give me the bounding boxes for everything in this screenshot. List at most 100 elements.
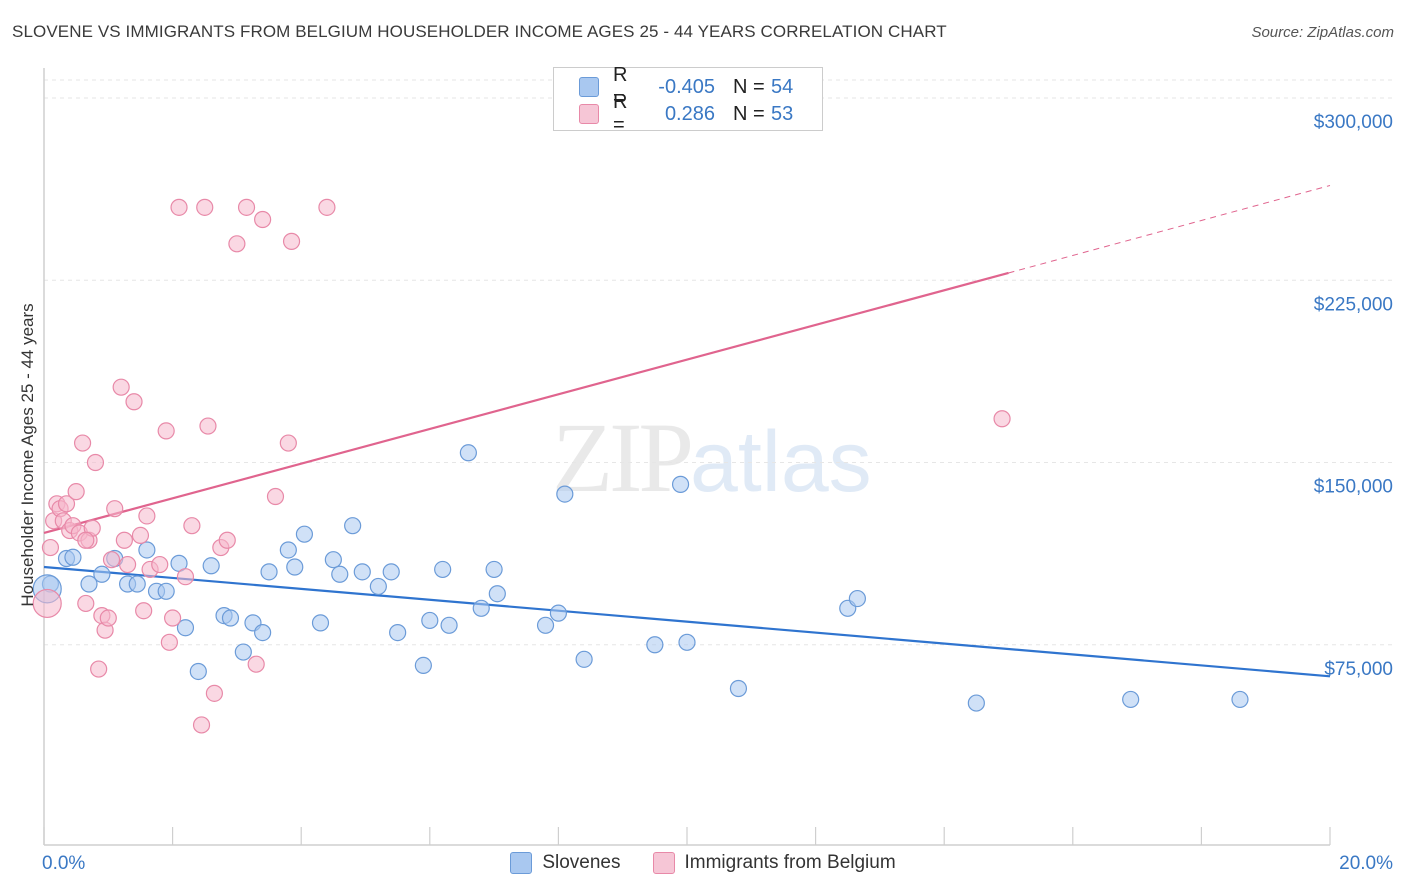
slovenes-point [440,616,458,634]
belgium-point [266,487,285,506]
axis-ticks: $75,000 $150,000 $225,000 $300,000 0.0% 20.0% [42,112,1393,874]
slovenes-point [369,577,387,596]
grid-lines [44,79,1392,646]
slovenes-point [279,541,297,559]
belgium-point [237,198,256,216]
slovenes-point [202,557,220,575]
belgium-point [170,198,188,216]
belgium-point [77,594,95,613]
belgium-point [205,684,223,702]
belgium-point [176,568,195,586]
belgium-point [279,434,297,452]
legend-r-value: -0.405 [658,75,715,98]
slovenes-point [286,558,304,576]
belgium-point [228,235,246,253]
slovenes-point [324,551,342,569]
slovenes-point [556,485,574,503]
legend-item-slovenes[interactable]: Slovenes [510,852,621,874]
belgium-point [115,531,133,549]
slovenes-point [421,611,439,630]
source-label: Source: ZipAtlas.com [1251,24,1394,41]
belgium-point [32,588,62,619]
belgium-point [138,507,156,525]
belgium-point [254,210,272,229]
belgium-point [993,410,1011,428]
legend-swatch-slovenes [510,852,533,874]
slovenes-point [295,525,314,543]
slovenes-point [472,599,490,617]
belgium-point [41,538,60,557]
correlation-legend: R = -0.405 N = 54 R = 0.286 N = 53 [553,64,823,136]
belgium-point [125,393,143,411]
belgium-point [247,655,265,673]
belgium-point [67,483,85,501]
belgium-point [77,531,95,549]
y-tick-label: $75,000 [1324,659,1393,680]
slovenes-point [485,560,503,579]
slovenes-point [729,679,748,698]
slovenes-trend-line [43,565,1331,678]
belgium-point [183,517,201,535]
legend-r-label: R = [613,91,628,136]
belgium-point [102,551,121,569]
belgium-point [118,555,137,574]
data-points [32,198,1249,734]
slovenes-point [575,650,593,668]
belgium-point [164,609,182,627]
y-tick-label: $300,000 [1314,112,1393,133]
slovenes-point [176,619,195,637]
slovenes-point [382,563,400,581]
slovenes-point [260,563,278,581]
slovenes-point [678,633,696,651]
slovenes-point [344,517,362,535]
slovenes-point [1122,690,1140,709]
belgium-point [151,555,169,574]
belgium-point [318,198,336,216]
legend-label-slovenes: Slovenes [542,852,621,873]
legend-r-value: 0.286 [664,102,715,125]
slovenes-point [459,444,477,462]
axes [43,68,1331,846]
slovenes-point [128,575,146,593]
legend-n-value: 53 [771,102,794,125]
legend-n-label: N = [733,102,765,125]
legend-r-label: R = [613,64,628,109]
y-axis-label: Householder Income Ages 25 - 44 years [18,303,37,607]
slovenes-point [64,548,82,566]
slovenes-point [848,589,866,608]
legend-n-value: 54 [771,75,794,98]
x-tick-label: 20.0% [1339,853,1393,874]
slovenes-point [157,582,175,600]
belgium-point [112,378,130,396]
series-legend: Slovenes Immigrants from Belgium [0,852,1406,874]
legend-item-belgium[interactable]: Immigrants from Belgium [652,852,896,874]
slovenes-point [967,694,985,712]
slovenes-point [1231,690,1249,709]
slovenes-point [434,560,452,579]
slovenes-point [671,475,690,493]
belgium-point [160,633,178,651]
chart-title: SLOVENE VS IMMIGRANTS FROM BELGIUM HOUSE… [12,22,947,41]
x-tick-label: 0.0% [42,853,85,874]
legend-swatch-belgium [652,852,675,874]
y-tick-label: $225,000 [1314,294,1393,315]
belgium-point [218,531,236,549]
slovenes-point [646,636,664,654]
belgium-trend-line [1008,184,1331,274]
belgium-point [199,417,217,435]
legend-n-label: N = [733,75,765,98]
legend-swatch-pink [579,104,599,124]
belgium-point [90,660,108,678]
slovenes-point [331,565,349,583]
belgium-point [106,500,124,518]
slovenes-point [353,563,371,581]
slovenes-point [389,623,407,642]
belgium-trend-line [43,271,1009,535]
legend-row-belgium: R = 0.286 N = 53 [579,91,794,136]
belgium-point [86,453,105,472]
belgium-point [99,609,117,627]
slovenes-point [221,609,240,627]
belgium-point [157,422,175,440]
slovenes-point [138,541,156,559]
belgium-point [196,198,214,216]
